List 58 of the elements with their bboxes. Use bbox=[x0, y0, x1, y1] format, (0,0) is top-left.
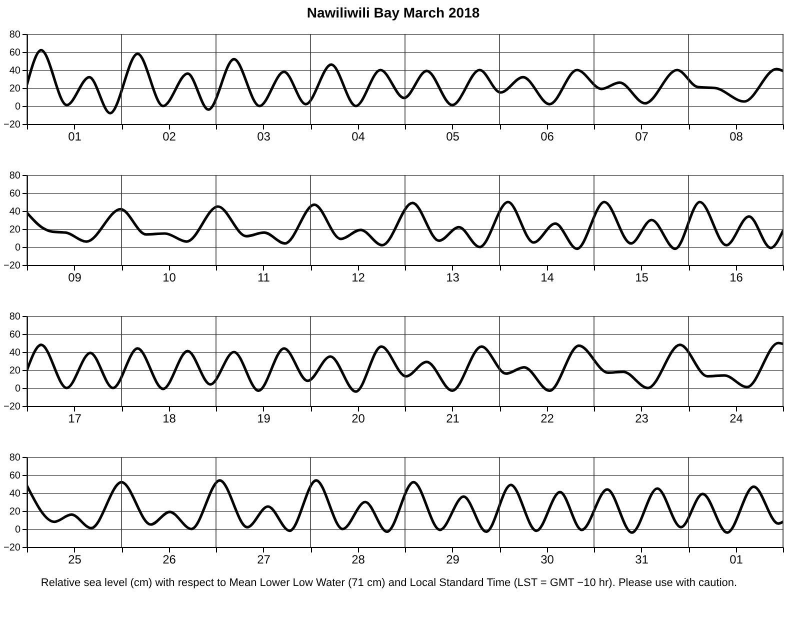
y-tick-label: 80 bbox=[9, 452, 21, 464]
x-tick-label: 05 bbox=[446, 130, 460, 144]
x-tick-label: 18 bbox=[162, 412, 176, 426]
y-tick-label: 0 bbox=[14, 102, 21, 112]
x-tick-label: 10 bbox=[162, 270, 176, 284]
x-tick-label: 29 bbox=[446, 552, 460, 566]
x-tick-label: 01 bbox=[730, 552, 744, 566]
x-tick-label: 07 bbox=[635, 130, 649, 144]
x-tick-label: 14 bbox=[540, 270, 554, 284]
x-tick-label: 26 bbox=[162, 552, 176, 566]
y-tick-label: 0 bbox=[14, 384, 21, 394]
x-tick-label: 19 bbox=[257, 412, 271, 426]
chart-title: Nawiliwili Bay March 2018 bbox=[306, 4, 480, 20]
x-tick-label: 09 bbox=[68, 270, 82, 284]
y-tick-label: 60 bbox=[9, 48, 21, 58]
y-tick-label: 20 bbox=[9, 366, 21, 376]
x-tick-label: 30 bbox=[540, 552, 554, 566]
y-tick-label: −20 bbox=[4, 260, 21, 272]
y-tick-label: 40 bbox=[9, 206, 21, 218]
x-tick-label: 28 bbox=[352, 552, 366, 566]
y-tick-label: 20 bbox=[9, 506, 21, 518]
x-tick-label: 15 bbox=[635, 270, 649, 284]
y-tick-label: 80 bbox=[9, 170, 21, 182]
x-tick-label: 27 bbox=[257, 552, 271, 566]
x-tick-label: 24 bbox=[730, 412, 744, 426]
y-tick-label: 40 bbox=[9, 66, 21, 76]
x-tick-label: 13 bbox=[446, 270, 460, 284]
x-tick-label: 04 bbox=[352, 130, 366, 144]
y-tick-label: 40 bbox=[9, 348, 21, 358]
x-tick-label: 03 bbox=[257, 130, 271, 144]
x-tick-label: 17 bbox=[68, 412, 82, 426]
y-tick-label: 20 bbox=[9, 224, 21, 236]
x-tick-label: 16 bbox=[730, 270, 744, 284]
y-tick-label: 80 bbox=[9, 30, 21, 40]
x-tick-label: 01 bbox=[68, 130, 82, 144]
x-tick-label: 12 bbox=[352, 270, 366, 284]
y-tick-label: 60 bbox=[9, 330, 21, 340]
y-tick-label: −20 bbox=[4, 120, 21, 130]
y-tick-label: 60 bbox=[9, 470, 21, 482]
y-tick-label: −20 bbox=[4, 402, 21, 412]
x-tick-label: 25 bbox=[68, 552, 82, 566]
x-tick-label: 06 bbox=[540, 130, 554, 144]
x-tick-label: 21 bbox=[446, 412, 460, 426]
y-tick-label: 0 bbox=[14, 242, 21, 254]
y-tick-label: 80 bbox=[9, 312, 21, 322]
y-tick-label: 40 bbox=[9, 488, 21, 500]
x-tick-label: 31 bbox=[635, 552, 649, 566]
text: Relative sea level (cm) with respect to Mean Lower Low Water (71 cm) and Local Standard Time (LST = GMT −10 hr). Please use with caution. bbox=[40, 577, 738, 589]
x-tick-label: 08 bbox=[730, 130, 744, 144]
y-tick-label: 60 bbox=[9, 188, 21, 200]
x-tick-label: 22 bbox=[540, 412, 554, 426]
y-tick-label: 20 bbox=[9, 84, 21, 94]
x-tick-label: 11 bbox=[258, 270, 270, 284]
y-tick-label: 0 bbox=[14, 524, 21, 536]
x-tick-label: 20 bbox=[352, 412, 366, 426]
y-tick-label: −20 bbox=[4, 542, 21, 554]
x-tick-label: 02 bbox=[162, 130, 176, 144]
x-tick-label: 23 bbox=[635, 412, 649, 426]
